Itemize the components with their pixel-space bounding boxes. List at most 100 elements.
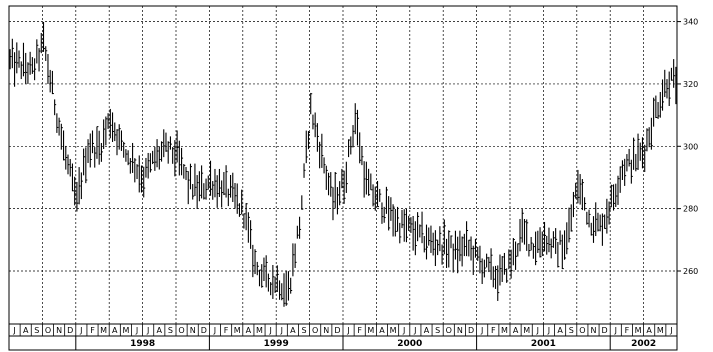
price-bar — [452, 243, 455, 273]
price-bar — [494, 265, 498, 289]
price-bar — [590, 222, 593, 236]
price-bar — [523, 218, 526, 245]
price-bar — [145, 157, 148, 178]
price-bar — [214, 168, 217, 198]
price-bar — [160, 141, 164, 162]
price-bar — [673, 59, 676, 88]
price-bar — [535, 231, 538, 266]
price-bar — [608, 201, 611, 225]
price-bar — [601, 213, 604, 246]
price-bar — [323, 157, 326, 174]
price-bar — [552, 231, 555, 248]
price-bar — [501, 256, 504, 282]
y-tick-label: 300 — [683, 142, 698, 151]
month-label: S — [34, 326, 39, 335]
month-label: J — [135, 326, 138, 335]
price-bar — [579, 174, 582, 205]
price-bar — [143, 166, 146, 198]
price-bar — [194, 163, 197, 196]
year-label: 2001 — [531, 339, 556, 349]
month-label: F — [90, 326, 95, 335]
month-label: N — [323, 326, 329, 335]
price-bar — [221, 180, 224, 208]
price-bar — [74, 176, 77, 206]
month-label: A — [557, 326, 563, 335]
price-bar — [165, 132, 168, 152]
price-bar — [459, 230, 462, 262]
price-bar — [245, 203, 248, 231]
price-bar — [539, 227, 542, 258]
price-bar — [310, 92, 313, 115]
y-tick-label: 340 — [683, 18, 698, 27]
price-bar — [129, 158, 132, 174]
price-bar — [232, 172, 235, 203]
price-bar — [107, 113, 110, 129]
price-bar — [254, 249, 257, 275]
price-bar — [381, 202, 384, 224]
price-bar — [120, 130, 123, 151]
month-label: A — [646, 326, 652, 335]
price-bar — [626, 154, 629, 172]
price-bar — [441, 244, 444, 265]
price-bar — [383, 206, 386, 223]
price-bar — [439, 226, 442, 252]
price-bar — [276, 265, 279, 292]
price-bar — [201, 165, 204, 199]
price-bar — [537, 230, 540, 253]
price-bar — [312, 114, 315, 130]
price-bar — [100, 143, 103, 162]
price-bar — [664, 69, 667, 98]
price-bar — [152, 150, 155, 165]
price-bar — [570, 204, 573, 232]
price-bar — [517, 243, 520, 257]
price-bar — [345, 161, 348, 193]
year-label: 1999 — [264, 339, 289, 349]
price-bar — [379, 188, 382, 202]
price-bar — [118, 124, 121, 150]
price-bar — [397, 206, 400, 232]
price-bar — [666, 79, 669, 99]
price-bar — [434, 230, 437, 267]
price-bar — [443, 219, 446, 255]
price-bar — [621, 160, 624, 181]
price-bar — [256, 261, 259, 276]
price-bar — [588, 209, 591, 228]
price-bar — [36, 39, 39, 64]
price-bar — [477, 246, 480, 261]
price-bar — [445, 238, 449, 268]
price-bar — [648, 127, 651, 148]
price-bar — [376, 180, 380, 208]
price-bar — [559, 230, 562, 245]
month-label: J — [547, 326, 550, 335]
price-bar — [468, 239, 471, 257]
price-bar — [419, 224, 422, 238]
price-bar — [448, 230, 451, 268]
month-label: N — [190, 326, 196, 335]
price-bar — [592, 216, 595, 243]
price-bar — [365, 161, 368, 195]
y-tick-label: 260 — [683, 267, 698, 276]
price-bar — [172, 147, 175, 164]
price-bar — [354, 103, 357, 135]
price-bar — [332, 187, 335, 221]
price-bar — [568, 207, 571, 243]
price-bar — [653, 97, 656, 127]
price-bar — [408, 215, 411, 231]
price-bar — [428, 227, 431, 246]
price-bar — [205, 178, 208, 200]
price-bar — [230, 174, 233, 198]
price-bar — [521, 209, 524, 243]
price-bar — [612, 184, 616, 211]
price-bar — [546, 235, 549, 255]
price-bar — [89, 133, 92, 168]
price-bar — [16, 42, 19, 74]
price-bar — [285, 270, 288, 306]
price-bar — [272, 264, 275, 299]
price-bar — [394, 209, 397, 237]
y-tick-label: 320 — [683, 80, 698, 89]
price-bar — [479, 245, 482, 274]
price-bar — [314, 112, 317, 138]
price-bar — [63, 130, 66, 161]
price-bar — [617, 175, 620, 205]
price-bar — [405, 208, 408, 243]
